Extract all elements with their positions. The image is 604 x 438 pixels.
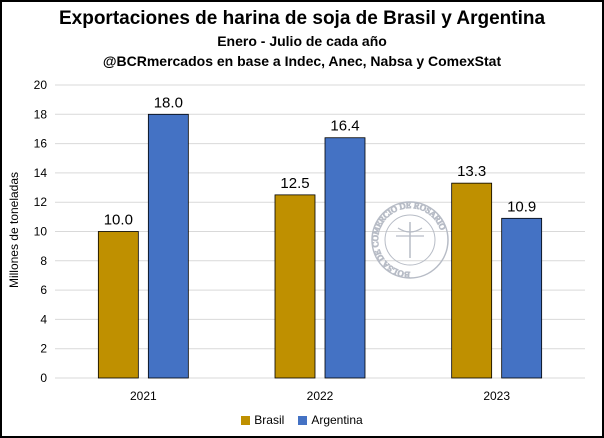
y-tick-label: 10: [34, 225, 48, 239]
data-label-brasil-2023: 13.3: [457, 163, 486, 180]
y-tick-label: 2: [40, 342, 47, 356]
seal-inner-ring: [384, 214, 436, 266]
legend-item-brasil: Brasil: [241, 413, 284, 427]
y-tick-label: 16: [34, 137, 48, 151]
legend-label-brasil: Brasil: [254, 413, 285, 427]
data-labels: 10.0 18.0 12.5 16.4 13.3 10.9: [104, 94, 537, 228]
bar-brasil-2023: [451, 182, 493, 379]
legend-label-argentina: Argentina: [311, 413, 363, 427]
y-tick-label: 6: [40, 283, 47, 297]
legend-swatch-argentina: [298, 415, 308, 425]
x-tick-label: 2023: [483, 389, 510, 403]
data-label-brasil-2022: 12.5: [280, 175, 309, 192]
y-tick-label: 20: [34, 78, 48, 92]
x-tick-label: 2022: [307, 389, 334, 403]
data-label-brasil-2021: 10.0: [104, 212, 133, 229]
chart-title: Exportaciones de harina de soja de Brasi…: [58, 8, 546, 29]
y-tick-label: 8: [40, 254, 47, 268]
data-label-argentina-2023: 10.9: [507, 198, 536, 215]
bar-argentina-2021: [147, 113, 189, 379]
bcr-seal-watermark: BOLSA DE COMERCIO DE ROSARIO: [369, 199, 449, 281]
bar-argentina-2023: [501, 217, 543, 379]
y-tick-label: 14: [34, 166, 48, 180]
data-label-argentina-2021: 18.0: [154, 94, 183, 111]
chart-subtitle-source: @BCRmercados en base a Indec, Anec, Nabs…: [102, 53, 502, 69]
seal-wings-icon: [397, 227, 423, 233]
legend-swatch-brasil: [241, 415, 251, 425]
bar-brasil-2021: [97, 231, 139, 379]
legend: Brasil Argentina: [0, 413, 604, 427]
x-tick-label: 2021: [130, 389, 157, 403]
y-tick-label: 18: [34, 107, 48, 121]
seal-outer-ring: [371, 201, 449, 279]
y-axis-ticks: 0 2 4 6 8 10 12 14 16 18 20: [34, 78, 48, 385]
y-tick-label: 12: [34, 195, 48, 209]
bar-argentina-2022: [324, 137, 366, 379]
x-axis-ticks: 2021 2022 2023: [130, 389, 510, 403]
data-label-argentina-2022: 16.4: [330, 118, 359, 135]
y-tick-label: 4: [40, 312, 47, 326]
bar-brasil-2022: [274, 194, 316, 379]
bars: [97, 113, 543, 379]
y-tick-label: 0: [40, 371, 47, 385]
chart-subtitle-period: Enero - Julio de cada año: [217, 33, 387, 49]
legend-item-argentina: Argentina: [298, 413, 363, 427]
gridlines: [55, 84, 585, 379]
